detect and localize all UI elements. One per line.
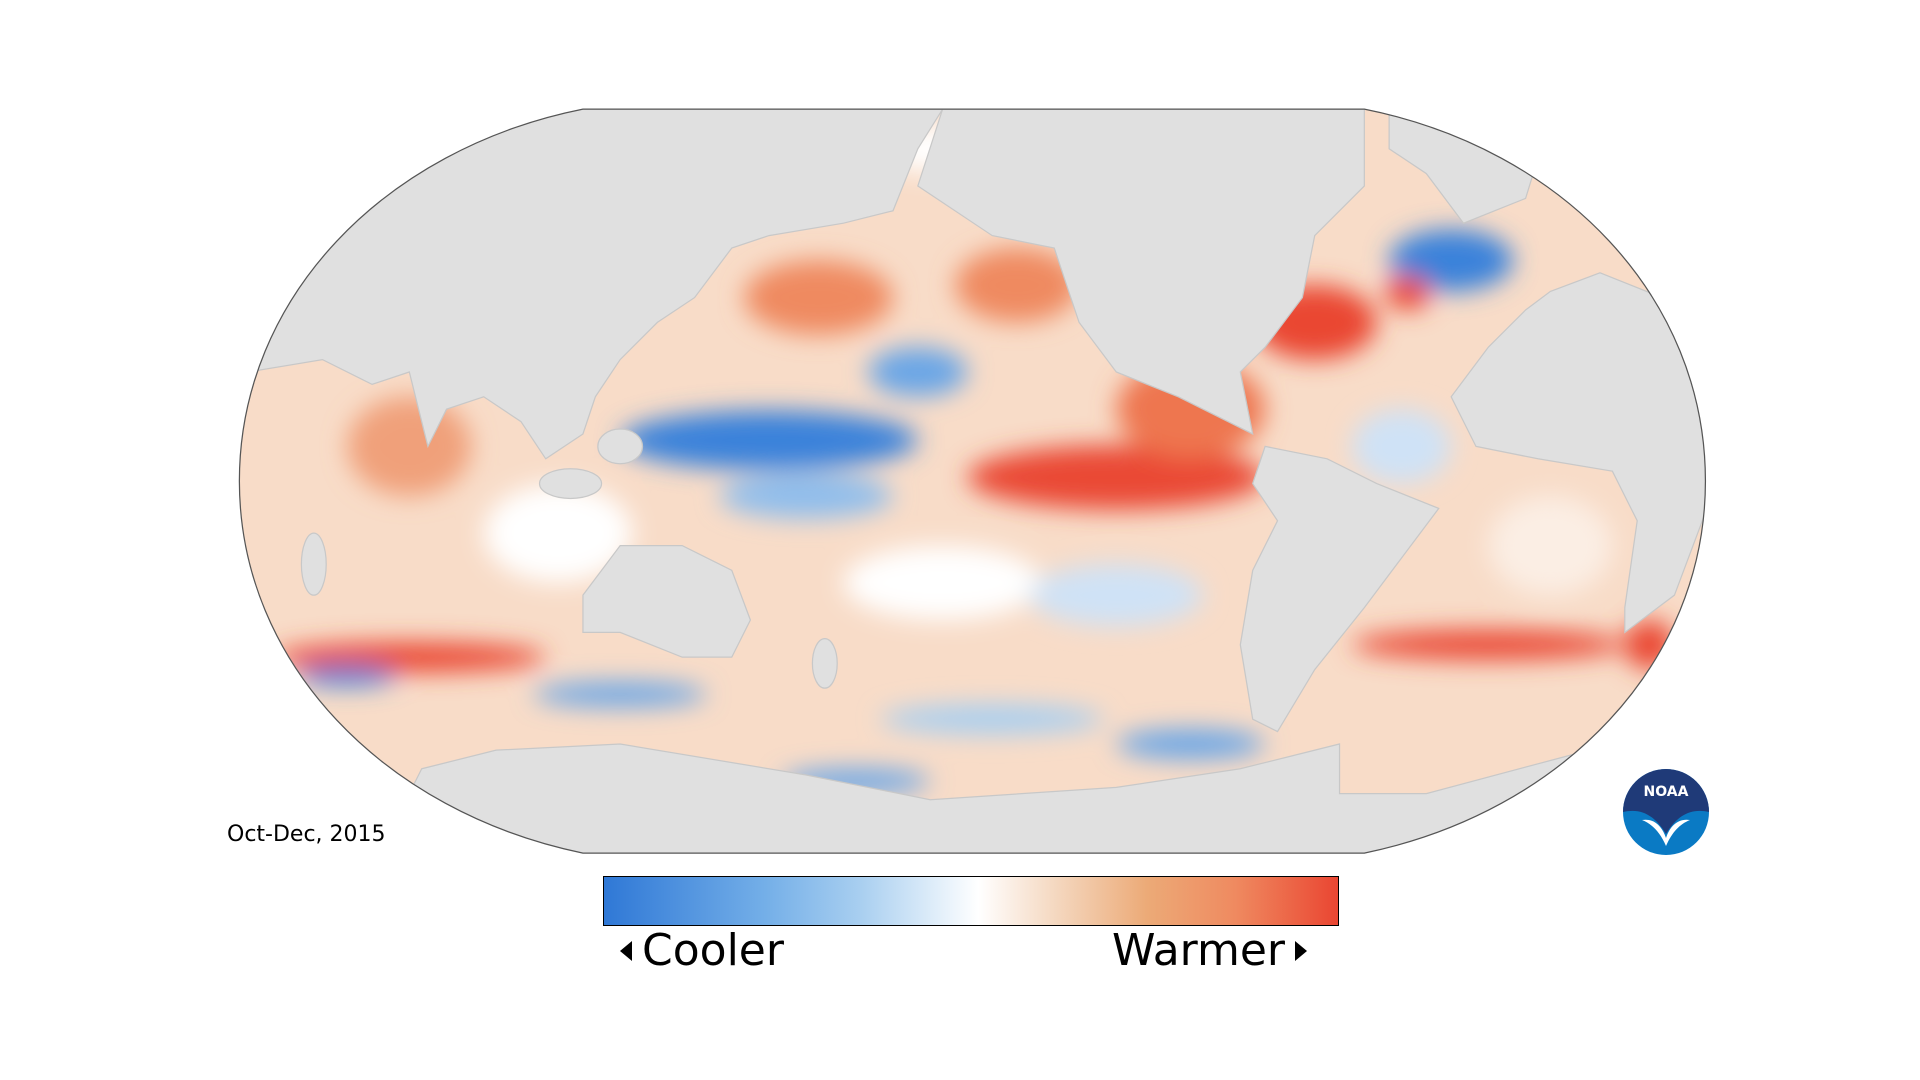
map-outline — [238, 108, 1707, 854]
anomaly-cool-patch — [533, 681, 707, 707]
anomaly-cool-patch — [880, 704, 1104, 735]
period-label: Oct-Dec, 2015 — [227, 822, 386, 847]
anomaly-cool-patch — [1116, 729, 1266, 759]
anomaly-neutral-patch — [843, 545, 1042, 620]
anomaly-cool-patch — [719, 473, 894, 519]
land-africa-europe — [1450, 272, 1706, 634]
land-madagascar — [300, 532, 327, 596]
right-arrow-icon — [1295, 940, 1307, 961]
anomaly-warm-southern-band — [272, 642, 546, 673]
land-eurasia — [239, 109, 944, 472]
legend-cooler: Cooler — [620, 925, 784, 976]
legend-warmer: Warmer — [1112, 925, 1307, 976]
noaa-logo-bird — [1642, 819, 1690, 846]
cooler-label: Cooler — [642, 925, 784, 976]
anomaly-cool-patch — [1029, 564, 1204, 627]
left-arrow-icon — [620, 940, 632, 961]
color-scale-bar — [603, 876, 1339, 926]
noaa-logo: NOAA — [1623, 769, 1709, 855]
anomaly-warm-patch — [955, 247, 1080, 323]
anomaly-neutral-patch — [483, 483, 633, 583]
anomaly-cool-patch — [868, 347, 968, 397]
land-north-america — [917, 109, 1365, 436]
anomaly-warm-patch — [1385, 275, 1431, 310]
land-australia — [582, 544, 752, 658]
noaa-logo-text: NOAA — [1644, 784, 1689, 800]
warmer-label: Warmer — [1112, 925, 1285, 976]
anomaly-warm-south-atlantic — [1351, 629, 1625, 660]
land-masses — [239, 109, 1706, 854]
land-new-zealand — [811, 637, 838, 689]
anomaly-cool-patch — [1351, 409, 1452, 484]
anomaly-warm-patch — [744, 260, 894, 335]
anomaly-cool-west-pacific — [620, 410, 918, 470]
anomaly-warm-east-pacific — [967, 445, 1266, 510]
anomaly-cool-patch — [297, 665, 397, 686]
anomaly-neutral-patch — [1488, 495, 1613, 596]
anomaly-warm-patch — [347, 396, 472, 496]
land-south-america — [1239, 445, 1440, 733]
land-borneo — [597, 428, 644, 465]
anomaly-cool-north-atlantic — [1389, 229, 1514, 292]
land-indonesia — [538, 468, 603, 500]
noaa-logo-upper — [1623, 769, 1709, 834]
